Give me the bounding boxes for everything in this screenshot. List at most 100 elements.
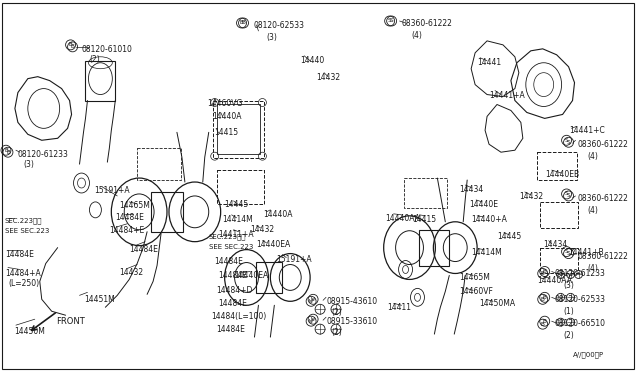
Text: (3): (3) <box>24 160 35 169</box>
Text: 08120-61010: 08120-61010 <box>81 45 132 54</box>
Text: S: S <box>388 19 392 23</box>
Text: 14445: 14445 <box>225 200 249 209</box>
Text: 14411: 14411 <box>388 303 412 312</box>
Text: (2): (2) <box>331 328 342 337</box>
Text: 14460VF: 14460VF <box>460 288 493 296</box>
Text: (2): (2) <box>90 55 100 64</box>
Text: 14465M: 14465M <box>460 273 490 282</box>
Text: B: B <box>6 150 10 155</box>
Text: B: B <box>541 322 545 327</box>
Bar <box>537 152 577 180</box>
Text: 08915-43610: 08915-43610 <box>326 297 377 306</box>
Text: 08120-61233: 08120-61233 <box>18 150 68 159</box>
Text: S: S <box>566 140 570 145</box>
Text: 14441+B: 14441+B <box>568 248 604 257</box>
Text: S: S <box>566 251 570 256</box>
Text: 14440: 14440 <box>300 56 324 65</box>
Text: 08360-61222: 08360-61222 <box>577 140 628 149</box>
Text: 08120-66510: 08120-66510 <box>555 319 605 328</box>
Text: S: S <box>564 138 568 143</box>
Text: 14484E: 14484E <box>219 272 248 280</box>
Text: B: B <box>541 297 545 302</box>
Text: 08360-61222: 08360-61222 <box>577 194 628 203</box>
Text: W: W <box>311 297 315 302</box>
Bar <box>217 105 260 154</box>
Text: 14432: 14432 <box>519 192 543 201</box>
Text: S: S <box>566 193 570 198</box>
Text: S: S <box>390 19 394 23</box>
Text: 14440EA: 14440EA <box>257 240 291 248</box>
Text: B: B <box>543 319 547 324</box>
Text: 14451M: 14451M <box>84 295 115 304</box>
Text: (1): (1) <box>564 307 574 316</box>
Text: 14484E: 14484E <box>217 325 246 334</box>
Text: 08360-61222: 08360-61222 <box>577 251 628 261</box>
Text: (4): (4) <box>412 31 422 40</box>
Text: 14434: 14434 <box>460 185 483 194</box>
Bar <box>540 248 577 273</box>
Text: 14441+C: 14441+C <box>570 126 605 135</box>
Text: 14440EA: 14440EA <box>235 272 269 280</box>
Text: 14441+A: 14441+A <box>489 90 525 100</box>
Text: B: B <box>239 20 243 26</box>
Text: 14484+D: 14484+D <box>217 286 253 295</box>
Text: (4): (4) <box>588 263 598 273</box>
Text: W: W <box>309 299 313 304</box>
Bar <box>419 230 449 266</box>
Text: 14434: 14434 <box>543 240 567 248</box>
Text: B: B <box>4 148 8 153</box>
Text: B: B <box>70 44 74 49</box>
Text: 14484+A: 14484+A <box>5 269 41 279</box>
Text: S: S <box>564 249 568 254</box>
Text: SEC.223参照: SEC.223参照 <box>5 218 42 224</box>
Text: 08120-62533: 08120-62533 <box>253 21 305 30</box>
Bar <box>151 192 183 232</box>
Bar <box>540 202 577 228</box>
Text: W: W <box>311 317 315 322</box>
Bar <box>217 170 264 204</box>
Text: 14484E: 14484E <box>214 257 243 266</box>
Text: (4): (4) <box>588 152 598 161</box>
Text: 14414M: 14414M <box>471 248 502 257</box>
Text: 14484E: 14484E <box>129 245 158 254</box>
Bar <box>257 262 282 294</box>
Text: B: B <box>541 271 545 276</box>
Text: (L=250): (L=250) <box>8 279 39 288</box>
Bar <box>404 178 447 208</box>
Bar <box>86 61 115 100</box>
Text: 08120-62533: 08120-62533 <box>555 295 605 304</box>
Text: 15191+A: 15191+A <box>276 254 312 264</box>
Text: SEE SEC.223: SEE SEC.223 <box>5 228 49 234</box>
Text: 14432: 14432 <box>119 267 143 276</box>
Text: SEE SEC.223: SEE SEC.223 <box>209 244 253 250</box>
Text: 14441: 14441 <box>477 58 501 67</box>
Text: 14484E: 14484E <box>219 299 248 308</box>
Text: 14460VG: 14460VG <box>207 99 242 108</box>
Text: (2): (2) <box>331 308 342 317</box>
Text: W: W <box>309 319 313 324</box>
Text: 14415: 14415 <box>214 128 238 137</box>
Text: 14450MA: 14450MA <box>479 299 515 308</box>
Text: SEC.223参照: SEC.223参照 <box>209 234 246 240</box>
Text: 14440E: 14440E <box>469 200 498 209</box>
Bar <box>212 100 264 158</box>
Text: 08915-33610: 08915-33610 <box>326 317 377 326</box>
Text: (4): (4) <box>588 206 598 215</box>
Text: 14411+A: 14411+A <box>219 230 254 239</box>
Text: 08360-61222: 08360-61222 <box>401 19 452 28</box>
Text: (3): (3) <box>564 282 575 291</box>
Text: 14484E: 14484E <box>5 250 34 259</box>
Text: S: S <box>564 192 568 196</box>
Text: 08120-61233: 08120-61233 <box>555 269 605 279</box>
Text: A//）00・P: A//）00・P <box>573 351 604 357</box>
Text: 14440+A: 14440+A <box>471 215 507 224</box>
Text: 15191+A: 15191+A <box>95 186 130 195</box>
Text: (2): (2) <box>564 331 574 340</box>
Text: 14440AA: 14440AA <box>537 276 572 285</box>
Text: 14432: 14432 <box>250 225 275 234</box>
Text: 14465M: 14465M <box>119 201 150 210</box>
Text: FRONT: FRONT <box>56 317 84 326</box>
Text: B: B <box>242 20 245 26</box>
Text: 14440EB: 14440EB <box>545 170 579 179</box>
Text: B: B <box>68 42 72 47</box>
